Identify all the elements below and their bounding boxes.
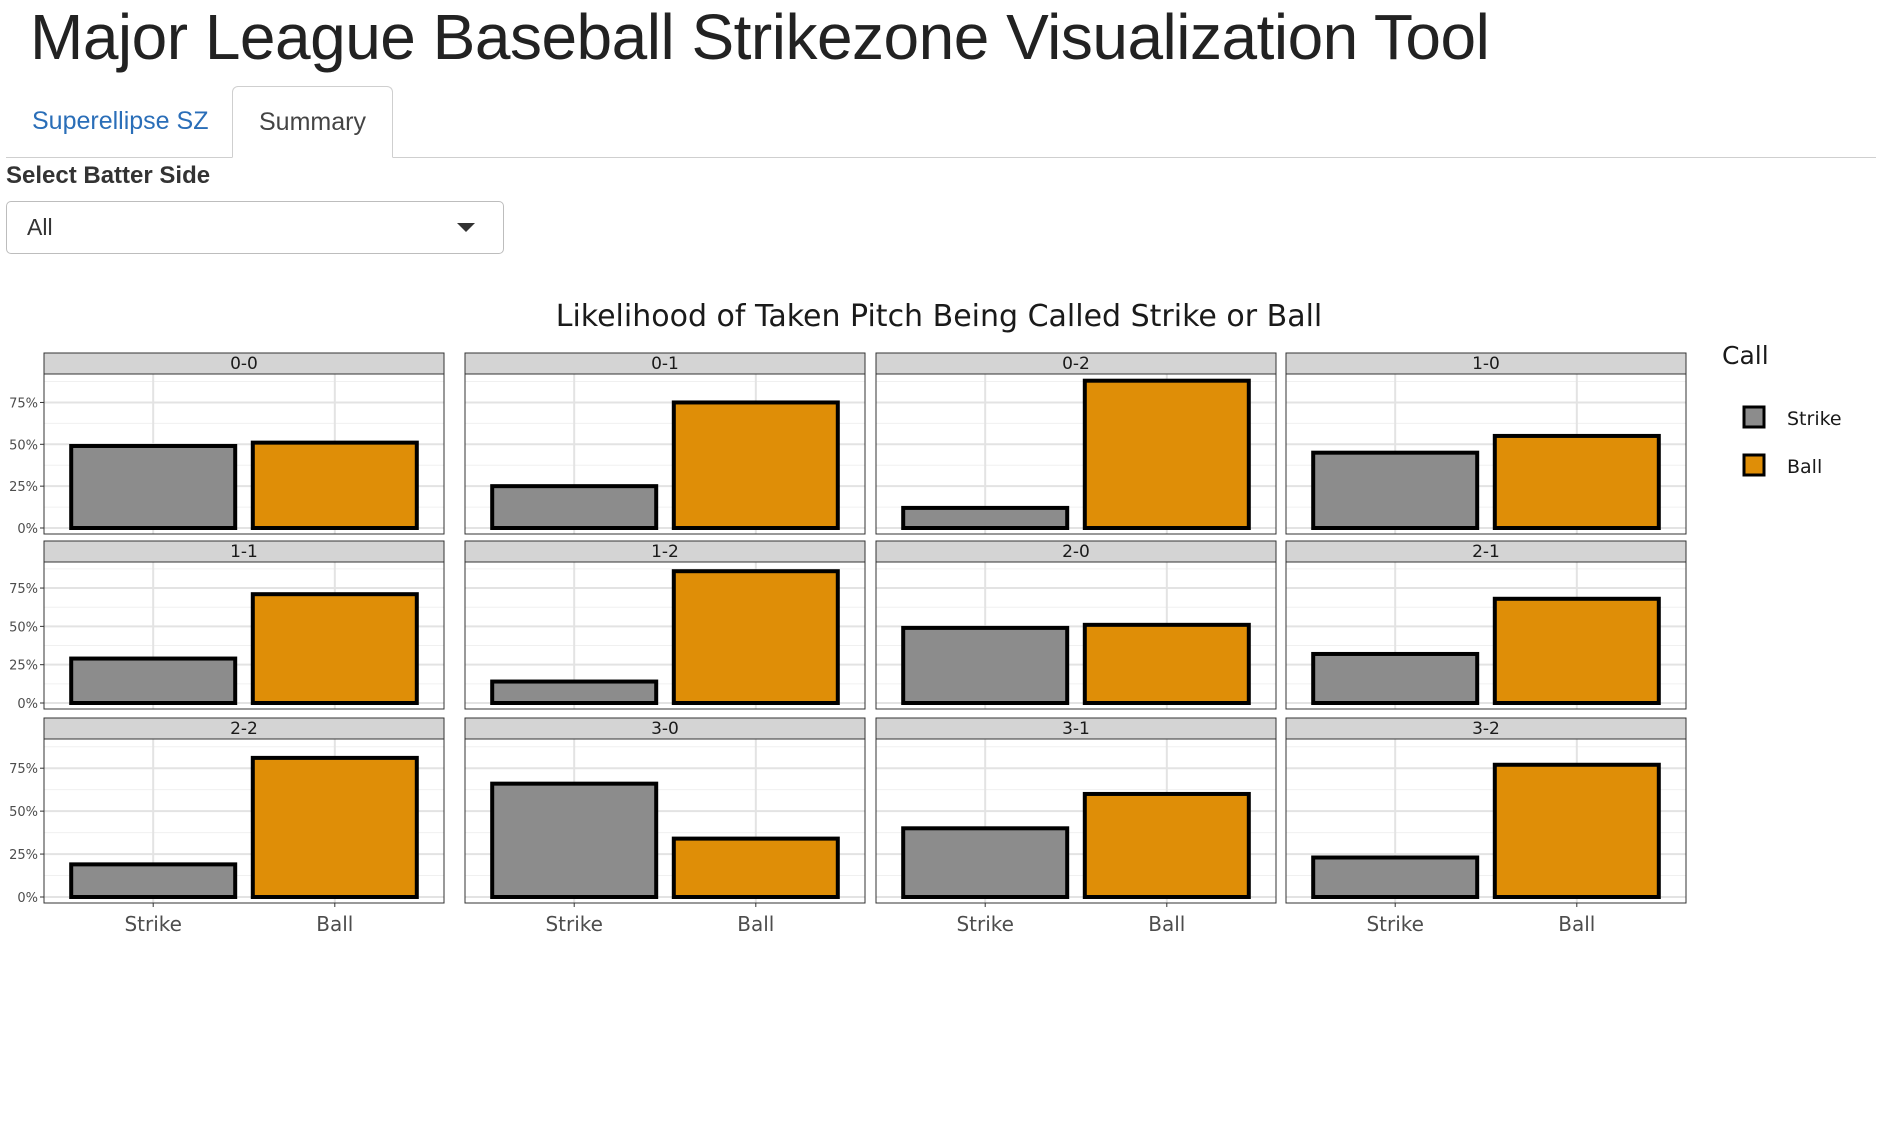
bar-ball <box>1492 433 1661 530</box>
facet-border <box>875 738 1277 904</box>
y-tick-label: 50% <box>9 805 38 820</box>
x-tick-label: Ball <box>1148 912 1185 936</box>
bar-strike <box>490 781 659 899</box>
tab-summary[interactable]: Summary <box>232 86 393 158</box>
x-tick-label: Strike <box>1366 912 1424 936</box>
legend-label: Ball <box>1787 456 1822 478</box>
bar-strike <box>69 862 238 900</box>
facet-strip-label: 1-0 <box>1472 354 1500 374</box>
bar-strike <box>490 679 659 706</box>
bar-strike <box>69 656 238 706</box>
facet-border <box>875 561 1277 710</box>
y-tick-label: 0% <box>17 697 38 712</box>
chevron-down-icon <box>457 223 475 232</box>
y-tick-label: 25% <box>9 480 38 495</box>
y-tick-label: 75% <box>9 396 38 411</box>
facet-strip-label: 1-2 <box>651 542 679 562</box>
facet-border <box>464 561 866 710</box>
x-tick-label: Strike <box>956 912 1014 936</box>
bar-ball <box>671 400 840 530</box>
bar-ball <box>1492 762 1661 899</box>
batter-side-value: All <box>27 214 53 240</box>
bar-strike <box>1311 651 1480 705</box>
strike-ball-chart: Likelihood of Taken Pitch Being Called S… <box>9 299 1842 936</box>
bar-ball <box>250 592 419 705</box>
tab-bar: Superellipse SZ Summary <box>6 86 1876 158</box>
bar-strike <box>1311 855 1480 899</box>
bar-ball <box>671 569 840 705</box>
y-tick-label: 50% <box>9 620 38 635</box>
facet-strip-label: 0-2 <box>1062 354 1090 374</box>
facet-border <box>1285 561 1687 710</box>
facet-border <box>43 561 445 710</box>
facet-strip-label: 3-2 <box>1472 719 1500 739</box>
bar-strike <box>1311 450 1480 531</box>
facet-border <box>464 373 866 535</box>
facet-strip-label: 0-0 <box>230 354 258 374</box>
chart-title: Likelihood of Taken Pitch Being Called S… <box>556 299 1323 334</box>
bar-ball <box>1082 791 1251 900</box>
tab-superellipse-sz[interactable]: Superellipse SZ <box>32 107 209 135</box>
bar-strike <box>69 443 238 530</box>
legend-key-strike <box>1742 405 1766 429</box>
facet-strip-label: 3-0 <box>651 719 679 739</box>
bar-ball <box>1082 622 1251 705</box>
batter-side-label: Select Batter Side <box>6 162 211 189</box>
legend-key-ball <box>1742 453 1766 477</box>
y-tick-label: 25% <box>9 848 38 863</box>
bar-strike <box>490 484 659 530</box>
facet-border <box>1285 373 1687 535</box>
bar-ball <box>250 755 419 899</box>
bar-strike <box>901 625 1070 705</box>
facet-strip-label: 2-0 <box>1062 542 1090 562</box>
facet-strip-label: 3-1 <box>1062 719 1090 739</box>
facet-border <box>875 373 1277 535</box>
facet-strip-label: 2-2 <box>230 719 258 739</box>
y-tick-label: 25% <box>9 659 38 674</box>
bar-strike <box>901 505 1070 530</box>
facet-border <box>1285 738 1687 904</box>
y-tick-label: 75% <box>9 762 38 777</box>
y-tick-label: 50% <box>9 438 38 453</box>
x-tick-label: Ball <box>1558 912 1595 936</box>
x-tick-label: Strike <box>124 912 182 936</box>
y-tick-label: 0% <box>17 891 38 906</box>
legend-label: Strike <box>1787 408 1842 430</box>
x-tick-label: Ball <box>737 912 774 936</box>
y-tick-label: 0% <box>17 522 38 537</box>
facet-strip-label: 1-1 <box>230 542 258 562</box>
x-tick-label: Strike <box>545 912 603 936</box>
bar-ball <box>1082 378 1251 531</box>
bar-ball <box>1492 596 1661 706</box>
facet-border <box>464 738 866 904</box>
facet-strip-label: 0-1 <box>651 354 679 374</box>
legend-title: Call <box>1722 341 1769 370</box>
x-tick-label: Ball <box>316 912 353 936</box>
y-tick-label: 75% <box>9 582 38 597</box>
facet-strip-label: 2-1 <box>1472 542 1500 562</box>
bar-ball <box>671 836 840 900</box>
bar-strike <box>901 826 1070 899</box>
app-title: Major League Baseball Strikezone Visuali… <box>30 1 1490 73</box>
facet-border <box>43 373 445 535</box>
bar-ball <box>250 440 419 530</box>
facet-border <box>43 738 445 904</box>
batter-side-select[interactable]: All <box>6 201 504 254</box>
